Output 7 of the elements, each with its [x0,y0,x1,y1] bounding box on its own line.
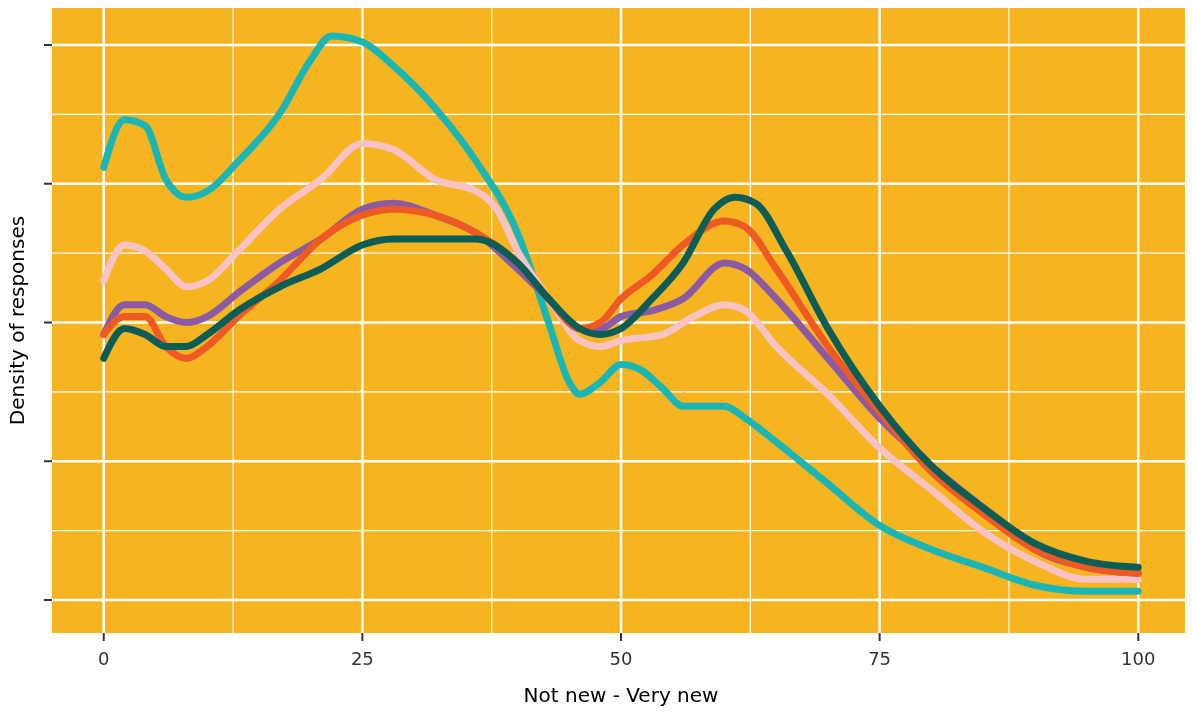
x-axis-title: Not new - Very new [523,683,719,707]
x-tick-label: 100 [1121,648,1156,669]
x-tick-label: 75 [868,648,892,669]
x-tick-label: 25 [350,648,374,669]
y-axis-title: Density of responses [5,215,29,426]
x-tick-label: 50 [609,648,633,669]
x-tick-label: 0 [98,648,110,669]
